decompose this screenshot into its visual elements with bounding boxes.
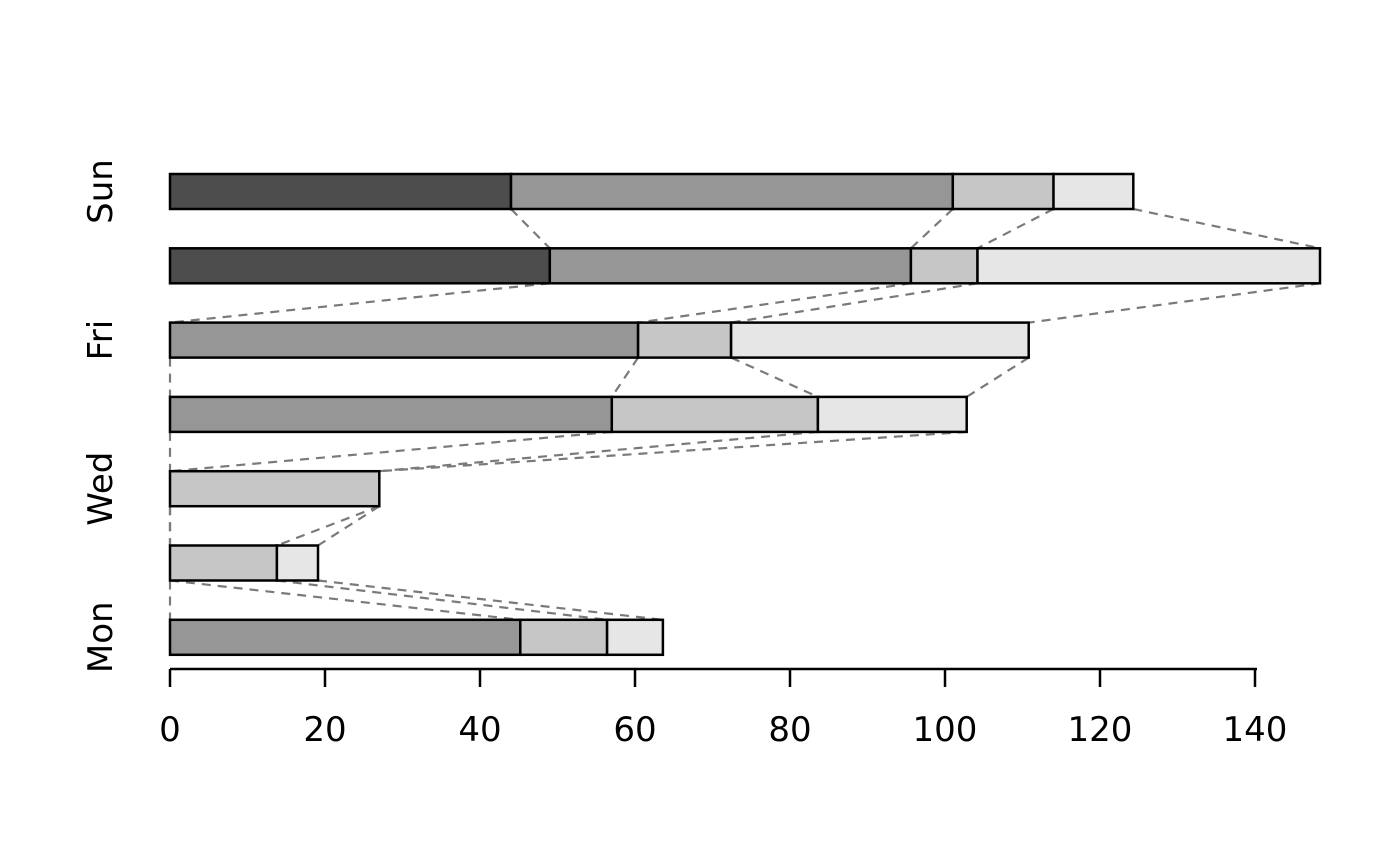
- x-tick-label-20: 20: [303, 710, 346, 750]
- y-bar-label-fri: Fri: [81, 320, 121, 361]
- bar-segment-mon-stack-level-3-light: [519, 618, 609, 657]
- x-tick-label-0: 0: [159, 710, 181, 750]
- bar-segment-sat-stack-level-1-darkest: [168, 247, 552, 285]
- bar-segment-thu-stack-level-4-lightest: [816, 395, 968, 434]
- bar-segment-sat-stack-level-4-lightest: [976, 247, 1322, 285]
- y-bar-label-sun: Sun: [81, 159, 121, 224]
- bar-segment-mon-stack-level-2-mid-gray: [168, 618, 522, 657]
- x-tick-label-120: 120: [1068, 710, 1133, 750]
- bar-segment-thu-stack-level-3-light: [610, 395, 820, 434]
- bar-segment-sun-stack-level-4-lightest: [1052, 172, 1135, 211]
- x-tick-label-100: 100: [913, 710, 978, 750]
- bar-segment-mon-stack-level-4-lightest: [605, 618, 665, 657]
- bar-segment-tue-stack-level-3-light: [168, 544, 279, 582]
- bar-segment-sat-stack-level-2-mid-gray: [548, 247, 913, 285]
- bar-segment-sun-stack-level-1-darkest: [168, 172, 513, 211]
- connector-line-thu-wed-b4: [379, 430, 967, 473]
- x-tick-label-40: 40: [458, 710, 501, 750]
- connector-line-sat-fri-b2: [637, 282, 912, 324]
- connector-line-wed-tue-b3: [276, 505, 380, 547]
- bar-segment-tue-stack-level-4-lightest: [275, 544, 320, 582]
- x-tick-label-80: 80: [768, 710, 811, 750]
- connector-line-fri-thu-b4: [966, 356, 1030, 398]
- bar-segment-sun-stack-level-2-mid-gray: [509, 172, 955, 211]
- bar-segment-sat-stack-level-3-light: [909, 247, 979, 285]
- connector-line-wed-tue-b4: [317, 505, 380, 547]
- connector-line-tue-mon-b4: [317, 579, 664, 621]
- y-bar-label-mon: Mon: [81, 601, 121, 673]
- connector-line-sat-fri-b4: [1028, 282, 1321, 324]
- connector-line-fri-thu-b2: [610, 356, 640, 398]
- y-bar-label-wed: Wed: [81, 452, 121, 526]
- x-tick-label-60: 60: [613, 710, 656, 750]
- bar-segment-fri-stack-level-3-light: [636, 321, 733, 359]
- connector-line-thu-wed-b2: [169, 430, 612, 473]
- bar-segment-fri-stack-level-4-lightest: [729, 321, 1030, 359]
- x-tick-label-140: 140: [1223, 710, 1288, 750]
- bar-segment-wed-stack-level-3-light: [168, 469, 381, 508]
- connector-line-tue-mon-b3: [276, 579, 608, 621]
- bar-segment-sun-stack-level-3-light: [951, 172, 1055, 211]
- connector-line-sun-sat-b3: [976, 208, 1055, 250]
- connector-line-tue-mon-b2: [169, 579, 521, 621]
- bar-segment-thu-stack-level-2-mid-gray: [168, 395, 614, 434]
- bar-segment-fri-stack-level-2-mid-gray: [168, 321, 640, 359]
